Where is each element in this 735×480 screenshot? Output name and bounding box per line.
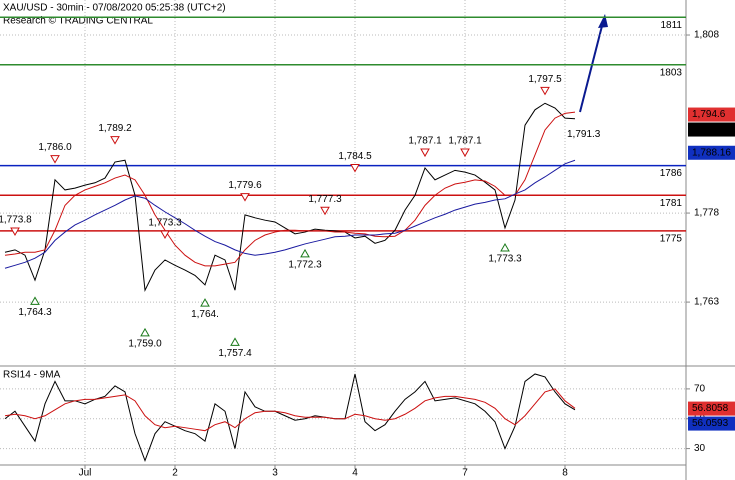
high-marker (50, 155, 60, 164)
high-marker (10, 227, 20, 236)
level-label: 1781 (660, 198, 683, 209)
annotation-label: 1,773.3 (488, 254, 522, 265)
annotation-label: 1,757.4 (218, 348, 252, 359)
annotation-label: 1,772.3 (288, 260, 322, 271)
y-tick-label: 1,808 (694, 30, 719, 41)
annotation-label: 1,797.5 (528, 74, 562, 85)
annotation-label: 1,786.0 (38, 142, 72, 153)
annotation-label: 1,789.2 (98, 123, 132, 134)
y-tick-label: 1,763 (694, 297, 719, 308)
series-line (4, 159, 576, 269)
price-tag (688, 145, 735, 160)
annotation-label: 1,787.1 (448, 136, 482, 147)
price-tag-label: 1,788.16 (692, 147, 731, 158)
low-marker (500, 242, 510, 252)
low-marker (300, 248, 310, 258)
price-tag-label: 1,793.9 (692, 124, 726, 135)
high-marker (420, 148, 430, 158)
high-marker (320, 206, 330, 216)
high-marker (540, 86, 550, 96)
high-marker (240, 193, 250, 202)
x-tick-label: 4 (352, 468, 358, 479)
series-line (4, 373, 576, 462)
annotation-label: 1,764. (191, 309, 219, 320)
price-tag (688, 122, 735, 137)
annotation-label: 1,784.5 (338, 151, 372, 162)
high-marker (460, 148, 470, 158)
level-label: 1775 (660, 234, 683, 245)
series-line (4, 111, 576, 267)
low-marker (30, 296, 40, 305)
price-tag-label: 56.8058 (692, 403, 729, 414)
annotation-label: 1,764.3 (18, 307, 52, 318)
price-tag-label: 56.0593 (692, 418, 729, 429)
annotation-label: 1,759.0 (128, 338, 162, 349)
x-tick-label: 7 (462, 468, 468, 479)
chart-subtitle: Research © TRADING CENTRAL (3, 16, 153, 27)
annotation-label: 1,787.1 (408, 136, 442, 147)
x-tick-label: Jul (79, 468, 92, 479)
price-tag-label: 1,794.6 (692, 109, 726, 120)
level-label: 1786 (660, 168, 683, 179)
annotation-label: 1,773.3 (148, 218, 182, 229)
price-tag (688, 107, 735, 122)
price-tag (688, 401, 735, 416)
chart-title: XAU/USD - 30min - 07/08/2020 05:25:38 (U… (3, 3, 226, 14)
annotation-label: 1,779.6 (228, 180, 262, 191)
annotation-label: 1,777.3 (308, 194, 342, 205)
high-marker (160, 230, 170, 239)
price-tag (688, 416, 735, 431)
level-label: 1803 (660, 67, 683, 78)
series-line (4, 102, 576, 292)
low-marker (140, 327, 150, 337)
x-tick-label: 8 (562, 468, 568, 479)
annotation-label: 1,791.3 (567, 129, 601, 140)
high-marker (110, 136, 120, 145)
low-marker (230, 337, 240, 346)
y-tick-label: 1,778 (694, 208, 719, 219)
level-label: 1811 (660, 20, 682, 31)
forecast-arrow (579, 21, 604, 113)
low-marker (200, 298, 210, 307)
annotation-label: 1,773.8 (0, 215, 32, 226)
y-tick-label: 30 (694, 443, 706, 454)
x-tick-label: 3 (272, 468, 278, 479)
series-line (4, 388, 576, 432)
panel-title: RSI14 - 9MA (3, 370, 61, 381)
y-tick-label: 70 (694, 384, 706, 395)
x-tick-label: 2 (172, 468, 178, 479)
high-marker (350, 163, 360, 173)
